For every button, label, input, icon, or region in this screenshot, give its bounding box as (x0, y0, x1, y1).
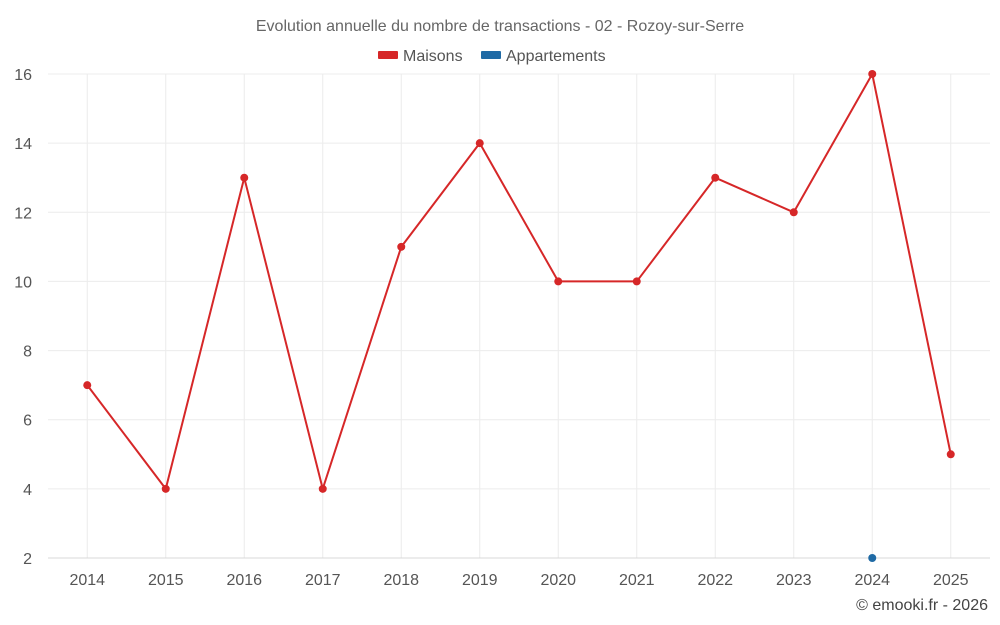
data-point-maisons-2025[interactable] (946, 450, 955, 459)
data-point-maisons-2017[interactable] (318, 484, 327, 493)
y-tick-label: 2 (23, 551, 32, 568)
data-point-maisons-2016[interactable] (240, 173, 249, 182)
legend-label-appartements[interactable]: Appartements (506, 48, 606, 65)
x-tick-label: 2020 (540, 572, 576, 589)
data-point-maisons-2024[interactable] (868, 70, 877, 78)
x-gridlines (86, 74, 952, 558)
y-tick-label: 6 (23, 413, 32, 430)
series-appartements (868, 554, 877, 562)
data-point-maisons-2022[interactable] (711, 173, 720, 182)
data-point-maisons-2018[interactable] (397, 242, 406, 251)
series-line-maisons (86, 73, 952, 490)
chart-title: Evolution annuelle du nombre de transact… (256, 18, 744, 35)
x-tick-label: 2019 (462, 572, 498, 589)
x-tick-label: 2025 (933, 572, 969, 589)
data-point-maisons-2023[interactable] (789, 208, 798, 217)
data-point-maisons-2014[interactable] (83, 381, 92, 390)
legend-swatch-maisons (378, 51, 398, 59)
data-point-maisons-2020[interactable] (554, 277, 563, 286)
data-point-appartements-2024[interactable] (868, 554, 877, 562)
y-axis-ticks: 2 4 6 8 10 12 14 16 (14, 67, 32, 568)
y-gridlines (48, 73, 990, 490)
x-tick-label: 2022 (697, 572, 733, 589)
x-tick-label: 2014 (69, 572, 105, 589)
data-point-maisons-2019[interactable] (475, 139, 484, 148)
y-tick-label: 16 (14, 67, 32, 84)
data-point-maisons-2015[interactable] (161, 484, 170, 493)
series-layer (83, 70, 955, 562)
y-tick-label: 8 (23, 344, 32, 361)
x-tick-label: 2021 (619, 572, 655, 589)
legend: Maisons Appartements (378, 48, 606, 65)
x-tick-label: 2016 (226, 572, 262, 589)
legend-label-maisons[interactable]: Maisons (403, 48, 463, 65)
x-tick-label: 2018 (383, 572, 419, 589)
x-tick-label: 2024 (854, 572, 890, 589)
x-tick-label: 2023 (776, 572, 812, 589)
series-maisons (83, 70, 955, 493)
y-tick-label: 12 (14, 205, 32, 222)
x-axis-ticks: 2014 2015 2016 2017 2018 2019 2020 2021 2022 2023… (69, 572, 968, 589)
x-tick-label: 2017 (305, 572, 341, 589)
legend-swatch-appartements (481, 51, 501, 59)
y-tick-label: 14 (14, 136, 32, 153)
x-tick-label: 2015 (148, 572, 184, 589)
data-point-maisons-2021[interactable] (632, 277, 641, 286)
y-tick-label: 4 (23, 482, 32, 499)
y-tick-label: 10 (14, 274, 32, 291)
credit-text: © emooki.fr - 2026 (856, 597, 988, 614)
